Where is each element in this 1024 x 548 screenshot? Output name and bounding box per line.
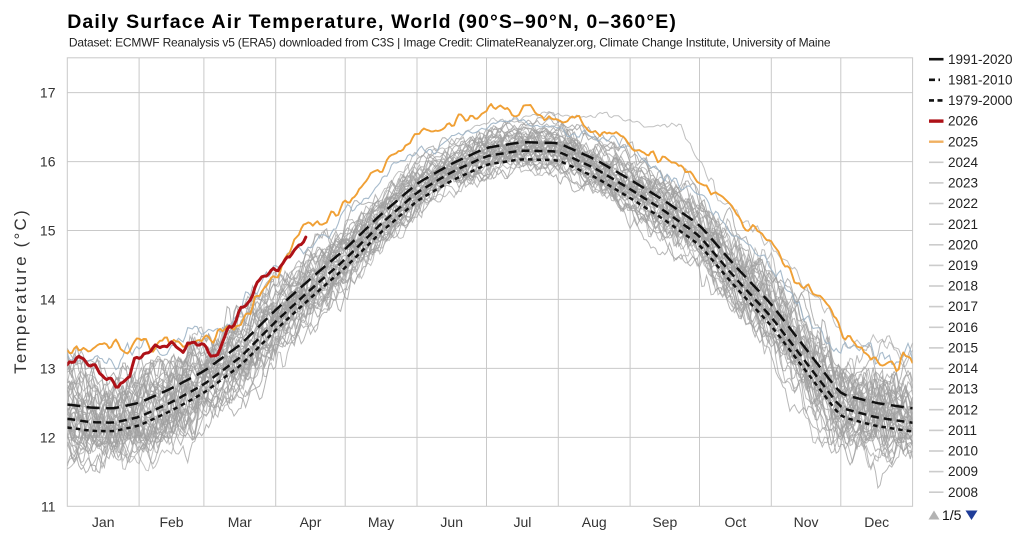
svg-text:2019: 2019 xyxy=(948,258,978,273)
svg-text:2020: 2020 xyxy=(948,237,978,252)
svg-text:2017: 2017 xyxy=(948,299,978,314)
svg-text:Daily Surface Air Temperature,: Daily Surface Air Temperature, World (90… xyxy=(67,11,677,33)
svg-text:Jan: Jan xyxy=(92,514,115,530)
svg-text:2011: 2011 xyxy=(948,423,977,438)
svg-text:2022: 2022 xyxy=(948,196,978,211)
svg-text:2012: 2012 xyxy=(948,402,978,417)
svg-text:11: 11 xyxy=(41,498,56,514)
svg-text:2013: 2013 xyxy=(948,382,978,397)
svg-text:1979-2000: 1979-2000 xyxy=(948,93,1013,108)
svg-text:14: 14 xyxy=(40,291,56,307)
svg-text:2014: 2014 xyxy=(948,361,979,376)
svg-text:15: 15 xyxy=(40,223,56,239)
svg-text:2015: 2015 xyxy=(948,341,978,356)
svg-text:2018: 2018 xyxy=(948,279,978,294)
svg-text:Jul: Jul xyxy=(513,514,531,530)
svg-text:Feb: Feb xyxy=(159,514,183,530)
svg-text:Temperature (°C): Temperature (°C) xyxy=(11,208,30,374)
svg-text:2024: 2024 xyxy=(948,155,979,170)
svg-text:16: 16 xyxy=(40,154,56,170)
svg-text:2023: 2023 xyxy=(948,176,978,191)
svg-text:2010: 2010 xyxy=(948,444,978,459)
svg-text:1/5: 1/5 xyxy=(942,507,962,523)
svg-text:Dataset: ECMWF Reanalysis v5 (: Dataset: ECMWF Reanalysis v5 (ERA5) down… xyxy=(69,36,831,50)
svg-text:13: 13 xyxy=(40,360,56,376)
svg-text:12: 12 xyxy=(40,429,56,445)
svg-text:Apr: Apr xyxy=(300,514,322,530)
svg-text:Sep: Sep xyxy=(652,514,677,530)
svg-text:2016: 2016 xyxy=(948,320,978,335)
svg-text:Mar: Mar xyxy=(228,514,252,530)
svg-text:2021: 2021 xyxy=(948,217,978,232)
svg-text:1991-2020: 1991-2020 xyxy=(948,52,1013,67)
svg-text:2026: 2026 xyxy=(948,114,978,129)
svg-text:Aug: Aug xyxy=(582,514,607,530)
svg-text:Nov: Nov xyxy=(794,514,819,530)
svg-text:2009: 2009 xyxy=(948,464,978,479)
svg-text:2025: 2025 xyxy=(948,134,978,149)
svg-text:Jun: Jun xyxy=(440,514,463,530)
svg-text:1981-2010: 1981-2010 xyxy=(948,72,1013,87)
svg-text:May: May xyxy=(368,514,394,530)
svg-text:Dec: Dec xyxy=(864,514,889,530)
svg-text:Oct: Oct xyxy=(725,514,747,530)
svg-text:2008: 2008 xyxy=(948,485,978,500)
svg-text:17: 17 xyxy=(40,85,56,101)
